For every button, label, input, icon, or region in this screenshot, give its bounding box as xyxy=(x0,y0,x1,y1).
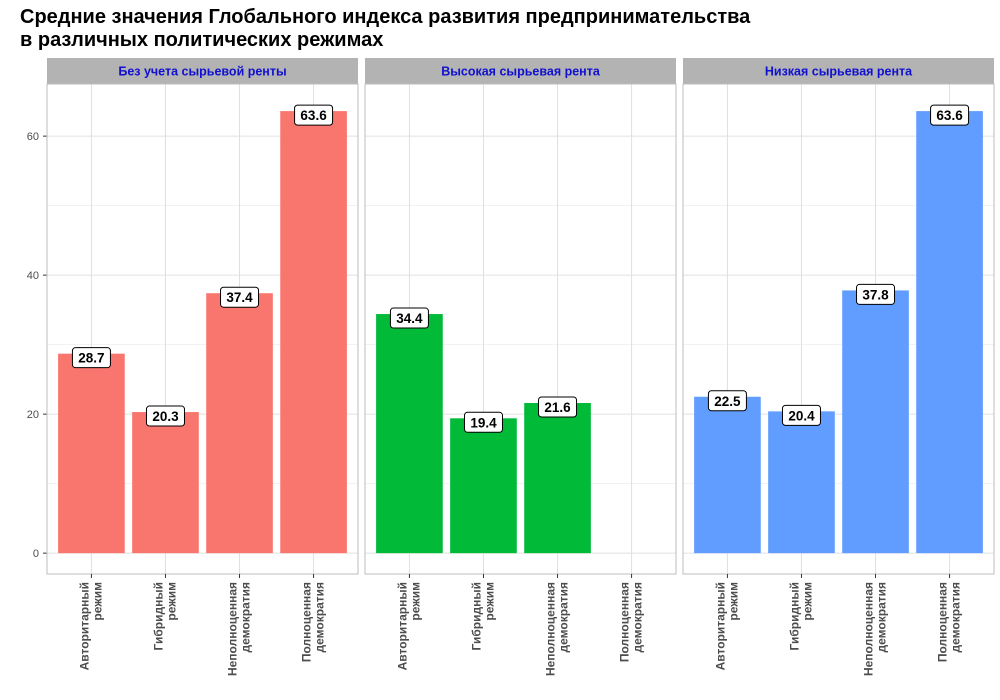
bar-3-1 xyxy=(694,396,761,554)
bar-3-2 xyxy=(768,411,835,554)
panel-strip-3 xyxy=(683,58,994,84)
data-label-1-1: 28.7 xyxy=(78,351,104,366)
x-tick-label-line: демократия xyxy=(631,582,645,652)
chart-title: Средние значения Глобального индекса раз… xyxy=(20,6,750,52)
x-tick-label-line: демократия xyxy=(557,582,571,652)
x-tick-label-2-4: Полноценнаядемократия xyxy=(618,582,645,662)
data-label-box-1-2 xyxy=(145,405,185,427)
x-tick-label-line: Полноценная xyxy=(936,582,950,662)
x-tick-label-3-3: Неполноценнаядемократия xyxy=(862,582,889,676)
x-tick-label-line: демократия xyxy=(875,582,889,652)
bar-3-3 xyxy=(842,290,909,554)
panel-2: Высокая сырьевая рента 34.4 19.4 21.6 Автори… xyxy=(364,58,677,676)
panel-strip-label-3: Низкая сырьевая рента xyxy=(765,65,913,79)
y-tick-label-2: 40 xyxy=(27,270,39,282)
x-tick-label-line: Гибридный xyxy=(469,582,483,651)
x-tick-label-line: режим xyxy=(482,582,496,621)
data-label-3-2: 20.4 xyxy=(788,408,815,423)
x-tick-label-line: Авторитарный xyxy=(77,582,91,670)
panel-strip-2 xyxy=(365,58,676,84)
x-tick-label-1-2: Гибридныйрежим xyxy=(151,582,178,651)
x-tick-label-line: Гибридный xyxy=(787,582,801,651)
data-label-3-3: 37.8 xyxy=(862,287,889,302)
bar-1-1 xyxy=(58,353,125,554)
x-tick-label-line: Гибридный xyxy=(151,582,165,651)
x-tick-label-line: Неполноценная xyxy=(226,582,240,676)
x-tick-label-line: Неполноценная xyxy=(544,582,558,676)
y-tick-label-3: 60 xyxy=(27,131,39,143)
panel-1: Без учета сырьевой ренты 28.7 20.3 37.4 63.6… xyxy=(46,58,359,676)
x-tick-label-3-4: Полноценнаядемократия xyxy=(936,582,963,662)
data-label-box-3-4 xyxy=(930,104,970,126)
panel-border-2 xyxy=(364,83,677,575)
x-tick-label-line: режим xyxy=(408,582,422,621)
data-label-box-3-3 xyxy=(856,283,896,305)
chart-title-line-1: Средние значения Глобального индекса раз… xyxy=(20,6,751,28)
bar-1-4 xyxy=(280,111,347,554)
bar-3-4 xyxy=(916,111,983,554)
x-tick-label-2-3: Неполноценнаядемократия xyxy=(544,582,571,676)
x-tick-label-1-4: Полноценнаядемократия xyxy=(300,582,327,662)
x-tick-label-line: Полноценная xyxy=(300,582,314,662)
data-label-box-3-2 xyxy=(781,404,821,426)
panel-strip-label-2: Высокая сырьевая рента xyxy=(441,65,601,79)
x-tick-label-2-2: Гибридныйрежим xyxy=(469,582,496,651)
bar-1-3 xyxy=(206,293,273,554)
panel-3: Низкая сырьевая рента 22.5 20.4 37.8 63.6 Авт… xyxy=(682,58,995,676)
x-tick-label-3-1: Авторитарныйрежим xyxy=(713,582,740,671)
bar-2-2 xyxy=(450,418,517,554)
x-tick-label-1-3: Неполноценнаядемократия xyxy=(226,582,253,676)
data-label-2-1: 34.4 xyxy=(396,311,423,326)
panel-border-1 xyxy=(46,83,359,575)
bar-2-3 xyxy=(524,403,591,554)
data-label-2-3: 21.6 xyxy=(544,400,571,415)
x-tick-label-line: режим xyxy=(90,582,104,621)
x-tick-label-line: демократия xyxy=(949,582,963,652)
x-tick-label-line: демократия xyxy=(239,582,253,652)
panel-strip-1 xyxy=(47,58,358,84)
x-tick-label-line: Полноценная xyxy=(618,582,632,662)
x-tick-label-3-2: Гибридныйрежим xyxy=(787,582,814,651)
data-label-box-2-2 xyxy=(463,411,503,433)
chart-title-line-2: в различных политических режимах xyxy=(20,29,384,51)
data-label-box-1-3 xyxy=(220,286,260,308)
data-label-3-4: 63.6 xyxy=(936,108,963,123)
data-label-box-2-3 xyxy=(538,396,578,418)
x-tick-label-line: режим xyxy=(726,582,740,621)
x-tick-label-line: Авторитарный xyxy=(713,582,727,670)
data-label-box-1-4 xyxy=(294,104,334,126)
data-label-box-2-1 xyxy=(389,307,429,329)
x-tick-label-1-1: Авторитарныйрежим xyxy=(77,582,104,671)
x-tick-label-line: Неполноценная xyxy=(862,582,876,676)
x-tick-label-line: демократия xyxy=(313,582,327,652)
bar-2-1 xyxy=(376,314,443,554)
data-label-1-2: 20.3 xyxy=(152,409,179,424)
data-label-1-4: 63.6 xyxy=(300,108,327,123)
y-tick-label-0: 0 xyxy=(33,548,39,560)
panel-border-3 xyxy=(682,83,995,575)
panel-strip-label-1: Без учета сырьевой ренты xyxy=(118,65,286,79)
x-tick-label-line: режим xyxy=(164,582,178,621)
data-label-3-1: 22.5 xyxy=(714,394,741,409)
x-tick-label-2-1: Авторитарныйрежим xyxy=(395,582,422,671)
bar-1-2 xyxy=(132,412,199,554)
y-tick-label-1: 20 xyxy=(27,409,39,421)
x-tick-label-line: режим xyxy=(800,582,814,621)
data-label-2-2: 19.4 xyxy=(470,415,497,430)
x-tick-label-line: Авторитарный xyxy=(395,582,409,670)
data-label-box-1-1 xyxy=(71,347,111,369)
data-label-box-3-1 xyxy=(707,390,747,412)
data-label-1-3: 37.4 xyxy=(226,290,253,305)
